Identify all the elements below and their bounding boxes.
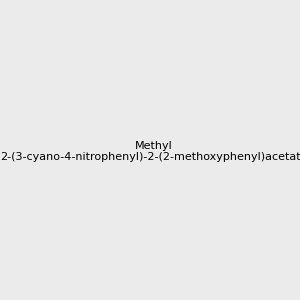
Text: Methyl 2-(3-cyano-4-nitrophenyl)-2-(2-methoxyphenyl)acetate: Methyl 2-(3-cyano-4-nitrophenyl)-2-(2-me… <box>0 141 300 162</box>
